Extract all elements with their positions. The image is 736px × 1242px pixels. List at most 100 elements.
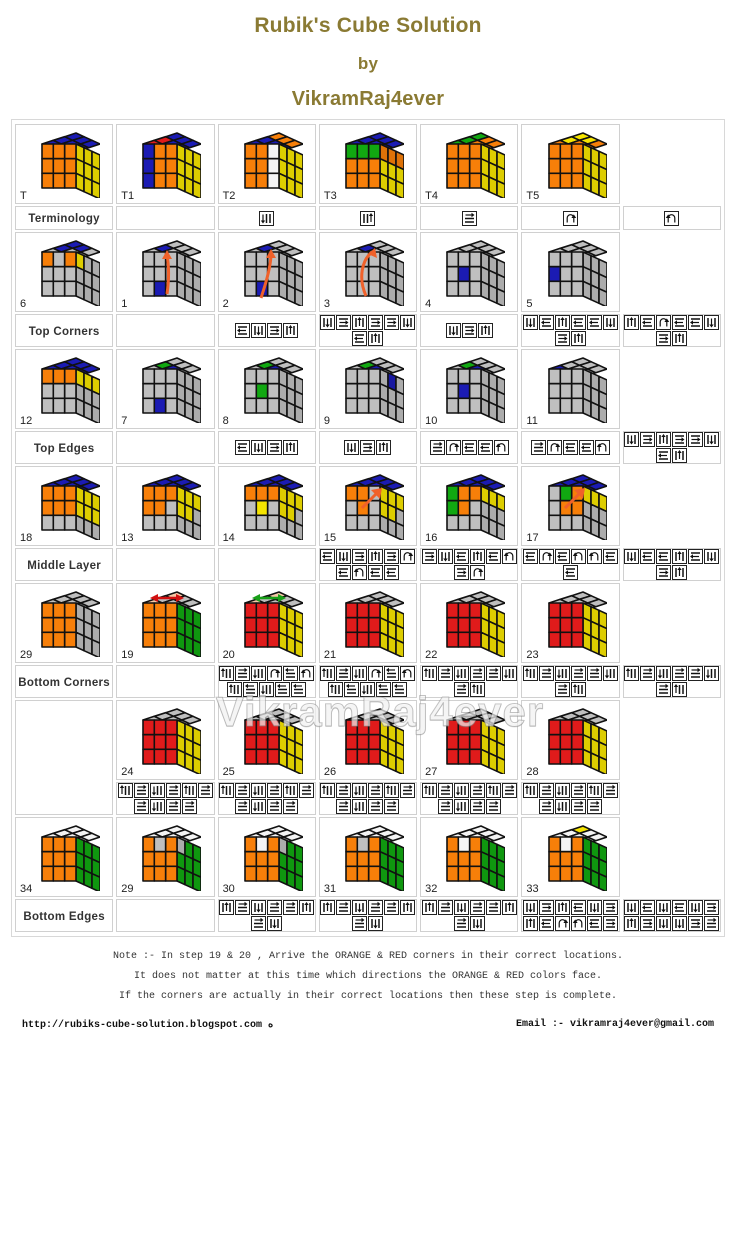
move-col-mid-down-icon[interactable] — [437, 549, 453, 564]
move-col-mid-up-icon[interactable] — [672, 549, 688, 564]
move-row-top-right-icon[interactable] — [165, 799, 181, 814]
move-row-top-right-icon[interactable] — [571, 799, 587, 814]
algorithm-cell-23[interactable] — [622, 665, 721, 698]
move-row-mid-right-icon[interactable] — [603, 900, 619, 915]
move-col-left-up-icon[interactable] — [421, 783, 437, 798]
move-row-top-right-icon[interactable] — [283, 900, 299, 915]
cube-cell-7[interactable]: 7 — [116, 349, 215, 429]
algorithm-cell-1[interactable] — [217, 314, 316, 347]
move-col-mid-down-icon[interactable] — [453, 900, 469, 915]
cube-cell-11[interactable]: 11 — [521, 349, 620, 429]
algorithm-cell-19[interactable] — [217, 665, 316, 698]
move-col-mid-down-icon[interactable] — [688, 900, 704, 915]
move-row-top-right-icon[interactable] — [336, 799, 352, 814]
move-col-left-down-icon[interactable] — [453, 666, 469, 681]
move-col-left-down-icon[interactable] — [259, 682, 275, 697]
move-row-mid-left-icon[interactable] — [563, 565, 579, 580]
move-col-left-down-icon[interactable] — [453, 783, 469, 798]
move-col-mid-up-icon[interactable] — [555, 900, 571, 915]
move-col-mid-up-icon[interactable] — [376, 440, 392, 455]
algorithm-cell-8[interactable] — [318, 431, 418, 464]
move-row-top-right-icon[interactable] — [384, 799, 400, 814]
move-cube-rotate-ccw-icon[interactable] — [400, 666, 416, 681]
move-col-mid-down-icon[interactable] — [251, 440, 267, 455]
move-col-left-down-icon[interactable] — [149, 799, 165, 814]
cube-cell-29[interactable]: 29 — [116, 817, 215, 897]
move-row-mid-left-icon[interactable] — [571, 315, 587, 330]
move-row-top-right-icon[interactable] — [603, 783, 619, 798]
algorithm-cell-34[interactable] — [116, 899, 215, 932]
move-col-left-down-icon[interactable] — [352, 799, 368, 814]
move-row-top-right-icon[interactable] — [429, 440, 445, 455]
algorithm-cell-3[interactable] — [420, 314, 519, 347]
move-col-mid-up-icon[interactable] — [299, 900, 315, 915]
move-row-top-right-icon[interactable] — [400, 783, 416, 798]
move-col-mid-down-icon[interactable] — [704, 549, 720, 564]
move-col-left-up-icon[interactable] — [624, 666, 640, 681]
move-col-left-up-icon[interactable] — [117, 783, 133, 798]
cube-cell-T2[interactable]: T2 — [217, 124, 316, 204]
move-row-mid-left-icon[interactable] — [336, 565, 352, 580]
move-col-mid-down-icon[interactable] — [251, 323, 267, 338]
cube-cell-12[interactable]: 12 — [15, 349, 114, 429]
move-row-top-right-icon[interactable] — [587, 799, 603, 814]
move-col-left-up-icon[interactable] — [384, 783, 400, 798]
move-col-left-down-icon[interactable] — [251, 666, 267, 681]
move-row-top-left-icon[interactable] — [392, 682, 408, 697]
move-row-top-right-icon[interactable] — [235, 783, 251, 798]
algorithm-cell-29[interactable] — [217, 899, 316, 932]
move-col-mid-up-icon[interactable] — [368, 331, 384, 346]
move-row-mid-left-icon[interactable] — [539, 315, 555, 330]
cube-cell-5[interactable]: 5 — [521, 232, 620, 312]
move-row-mid-right-icon[interactable] — [453, 565, 469, 580]
move-row-top-right-icon[interactable] — [437, 900, 453, 915]
move-row-mid-right-icon[interactable] — [656, 331, 672, 346]
move-row-mid-left-icon[interactable] — [368, 565, 384, 580]
move-col-left-down-icon[interactable] — [555, 783, 571, 798]
move-cube-rotate-ccw-icon[interactable] — [501, 549, 517, 564]
cube-cell-28[interactable]: 28 — [521, 700, 620, 780]
cube-cell-T4[interactable]: T4 — [420, 124, 519, 204]
move-row-top-right-icon[interactable] — [571, 783, 587, 798]
move-row-top-right-icon[interactable] — [368, 900, 384, 915]
move-cube-rotate-cw-icon[interactable] — [400, 549, 416, 564]
move-row-top-left-icon[interactable] — [243, 682, 259, 697]
move-col-mid-up-icon[interactable] — [523, 916, 539, 931]
move-col-mid-up-icon[interactable] — [219, 900, 235, 915]
move-row-mid-left-icon[interactable] — [453, 549, 469, 564]
cube-cell-32[interactable]: 32 — [420, 817, 519, 897]
move-col-left-up-icon[interactable] — [485, 783, 501, 798]
move-col-mid-down-icon[interactable] — [469, 916, 485, 931]
move-row-mid-left-icon[interactable] — [640, 549, 656, 564]
move-cube-rotate-ccw-icon[interactable] — [595, 440, 611, 455]
move-row-mid-right-icon[interactable] — [461, 323, 477, 338]
move-cube-rotate-cw-icon[interactable] — [368, 666, 384, 681]
move-row-mid-left-icon[interactable] — [352, 331, 368, 346]
move-col-mid-up-icon[interactable] — [320, 900, 336, 915]
contact-email[interactable]: Email :- vikramraj4ever@gmail.com — [515, 1019, 714, 1030]
move-col-mid-up-icon[interactable] — [656, 432, 672, 447]
algorithm-cell-T5[interactable] — [622, 206, 721, 230]
move-col-mid-down-icon[interactable] — [624, 549, 640, 564]
move-col-left-down-icon[interactable] — [453, 799, 469, 814]
move-cube-rotate-cw-icon[interactable] — [469, 565, 485, 580]
move-row-top-right-icon[interactable] — [453, 916, 469, 931]
move-col-mid-down-icon[interactable] — [656, 916, 672, 931]
algorithm-cell-T3[interactable] — [420, 206, 519, 230]
algorithm-cell-T4[interactable] — [521, 206, 620, 230]
move-row-mid-right-icon[interactable] — [640, 916, 656, 931]
cube-cell-19[interactable]: 19 — [116, 583, 215, 663]
move-col-left-up-icon[interactable] — [328, 682, 344, 697]
move-col-mid-up-icon[interactable] — [368, 549, 384, 564]
move-row-top-right-icon[interactable] — [688, 666, 704, 681]
move-row-top-right-icon[interactable] — [571, 666, 587, 681]
move-row-mid-right-icon[interactable] — [704, 900, 720, 915]
move-col-left-down-icon[interactable] — [555, 666, 571, 681]
move-col-mid-down-icon[interactable] — [400, 315, 416, 330]
move-row-top-left-icon[interactable] — [344, 682, 360, 697]
move-col-left-down-icon[interactable] — [555, 799, 571, 814]
move-row-top-right-icon[interactable] — [640, 666, 656, 681]
move-row-mid-left-icon[interactable] — [523, 549, 539, 564]
move-col-mid-up-icon[interactable] — [283, 440, 299, 455]
move-row-mid-left-icon[interactable] — [235, 323, 251, 338]
